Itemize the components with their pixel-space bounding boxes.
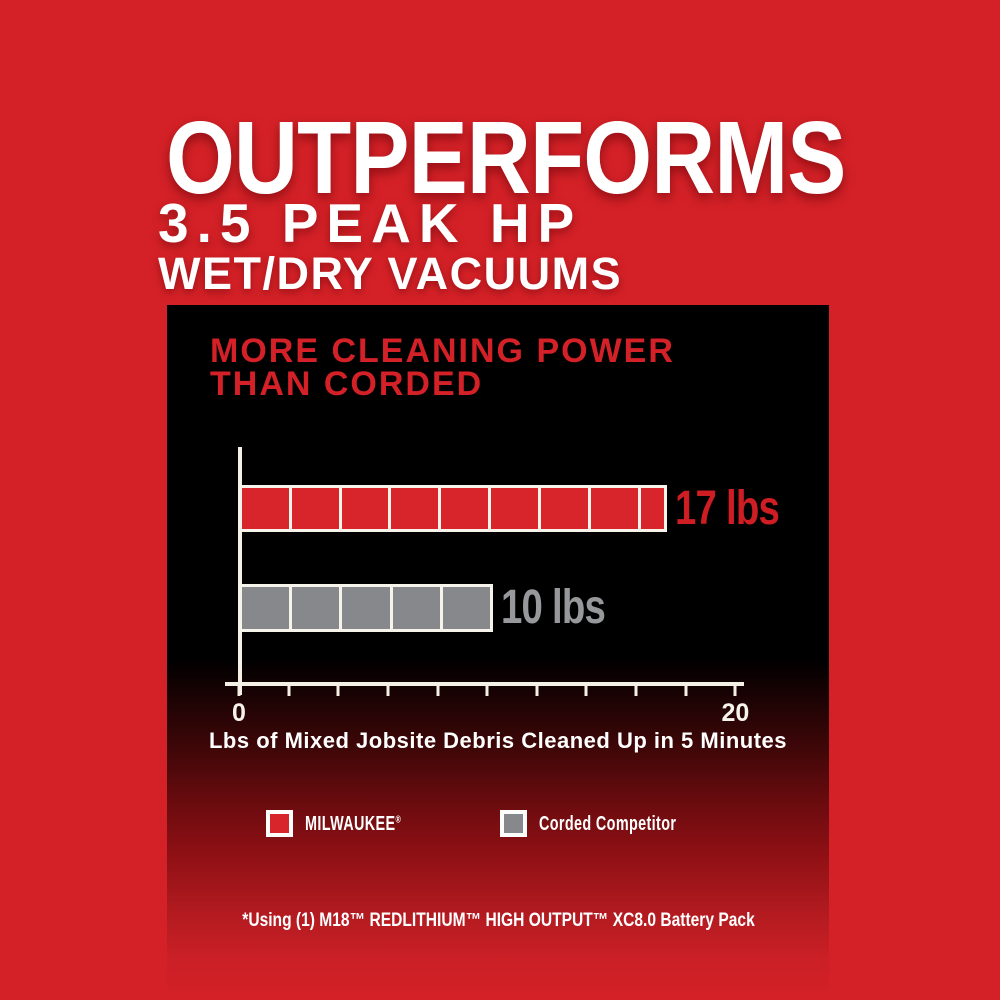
bar-value-milwaukee: 17 lbs — [674, 482, 780, 535]
y-axis-line — [238, 447, 242, 695]
bar-segment — [291, 488, 339, 529]
legend-label-text: Corded Competitor — [539, 812, 677, 835]
registered-mark: ® — [395, 813, 402, 825]
chart-title-line-1: MORE CLEANING POWER — [210, 332, 675, 370]
bar-segment — [242, 488, 289, 529]
bar-segment — [341, 488, 389, 529]
bar-segment — [491, 488, 538, 529]
x-axis-tick-label-20: 20 — [721, 699, 750, 727]
legend-item-milwaukee: MILWAUKEE® — [265, 810, 439, 837]
x-axis-tick — [436, 686, 440, 696]
footnote: *Using (1) M18™ REDLITHIUM™ HIGH OUTPUT™… — [167, 910, 829, 933]
chart-title: MORE CLEANING POWER THAN CORDED — [210, 332, 675, 403]
subheadline-peak-hp: 3.5 PEAK HP — [158, 192, 583, 254]
bar-corded-competitor — [239, 584, 494, 632]
x-axis-tick — [584, 686, 588, 696]
legend-label-milwaukee: MILWAUKEE® — [305, 814, 401, 834]
subheadline-wet-dry: WET/DRY VACUUMS — [158, 248, 623, 299]
x-axis-tick — [336, 686, 340, 696]
x-axis-tick — [733, 686, 737, 696]
bar-segment — [292, 587, 340, 629]
headline-outperforms: OUTPERFORMS — [166, 100, 846, 215]
x-axis-tick — [634, 686, 638, 696]
x-axis-tick — [684, 686, 688, 696]
legend-label-text: MILWAUKEE — [304, 812, 396, 835]
x-axis-tick — [535, 686, 539, 696]
bar-milwaukee — [239, 485, 667, 532]
legend-item-corded-competitor: Corded Competitor — [500, 810, 730, 837]
bar-segment — [540, 488, 588, 529]
chart-legend: MILWAUKEE® Corded Competitor — [167, 810, 829, 837]
bar-value-corded-competitor: 10 lbs — [501, 581, 606, 634]
x-axis-line — [225, 682, 744, 686]
bar-segment — [242, 587, 290, 629]
bar-segment — [342, 587, 390, 629]
x-axis-tick-label-0: 0 — [232, 699, 246, 727]
x-axis-tick — [485, 686, 489, 696]
x-axis-tick — [237, 686, 241, 696]
milwaukee-swatch-icon — [265, 810, 293, 837]
bar-segment — [442, 587, 491, 629]
chart-panel: MORE CLEANING POWER THAN CORDED 17 lbs 10… — [167, 305, 829, 1000]
x-axis-title: Lbs of Mixed Jobsite Debris Cleaned Up i… — [208, 728, 788, 753]
footnote-text: *Using (1) M18™ REDLITHIUM™ HIGH OUTPUT™… — [241, 910, 755, 931]
x-axis-tick — [386, 686, 390, 696]
bar-segment — [590, 488, 638, 529]
chart-title-line-2: THAN CORDED — [210, 365, 484, 403]
bar-segment — [441, 488, 489, 529]
x-axis-tick — [287, 686, 291, 696]
bar-segment — [640, 488, 664, 529]
bar-segment — [392, 587, 440, 629]
competitor-swatch-icon — [500, 810, 528, 837]
legend-label-corded-competitor: Corded Competitor — [539, 814, 676, 834]
bar-segment — [391, 488, 439, 529]
